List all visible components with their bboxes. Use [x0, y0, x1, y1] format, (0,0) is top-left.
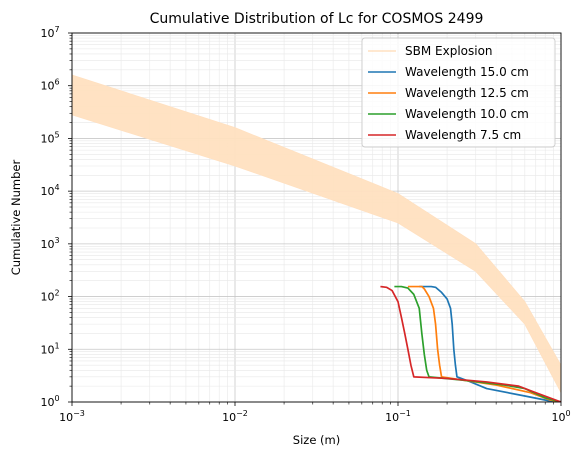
sbm-explosion-band [72, 74, 561, 393]
legend-entry-7-5cm: Wavelength 7.5 cm [368, 128, 521, 142]
y-tick-exp: 7 [54, 25, 59, 34]
y-tick-exp: 4 [54, 183, 59, 192]
y-tick-exp: 2 [54, 289, 59, 298]
y-tick-base: 10 [40, 343, 54, 356]
y-tick-label: 104 [40, 183, 59, 198]
legend-entry-sbm: SBM Explosion [368, 44, 493, 58]
y-tick-label: 106 [40, 78, 59, 93]
legend-label-15cm: Wavelength 15.0 cm [405, 65, 529, 79]
chart-title: Cumulative Distribution of Lc for COSMOS… [150, 11, 484, 27]
y-tick-base: 10 [40, 396, 54, 409]
legend-label-10cm: Wavelength 10.0 cm [405, 107, 529, 121]
y-tick-exp: 0 [54, 394, 59, 403]
y-tick-label: 102 [40, 289, 59, 304]
y-tick-label: 107 [40, 25, 59, 40]
legend-entry-15cm: Wavelength 15.0 cm [368, 65, 529, 79]
series-line-0 [419, 285, 561, 402]
legend-box [361, 37, 556, 148]
x-tick-base: 10 [385, 411, 399, 424]
x-tick-label: 10−3 [59, 409, 85, 424]
legend-label-12-5cm: Wavelength 12.5 cm [405, 86, 529, 100]
y-tick-base: 10 [40, 80, 54, 93]
y-tick-label: 105 [40, 130, 59, 145]
y-axis-label: Cumulative Number [9, 159, 23, 275]
y-tick-label: 100 [40, 394, 59, 409]
x-tick-exp: 0 [565, 409, 570, 418]
x-tick-base: 10 [551, 411, 565, 424]
x-tick-exp: −1 [399, 409, 411, 418]
x-tick-label: 100 [551, 409, 570, 424]
sbm-band [72, 74, 561, 393]
y-tick-label: 103 [40, 236, 59, 251]
legend-entry-12-5cm: Wavelength 12.5 cm [368, 86, 529, 100]
series-line-1 [407, 285, 561, 402]
legend: SBM Explosion Wavelength 15.0 cm Wavelen… [361, 37, 556, 148]
series-lines [380, 285, 561, 402]
legend-entry-10cm: Wavelength 10.0 cm [368, 107, 529, 121]
x-axis-label: Size (m) [293, 433, 340, 447]
legend-label-7-5cm: Wavelength 7.5 cm [405, 128, 521, 142]
y-tick-base: 10 [40, 291, 54, 304]
y-tick-base: 10 [40, 132, 54, 145]
y-tick-label: 101 [40, 341, 59, 356]
plot-frame [71, 32, 562, 403]
y-tick-exp: 1 [54, 341, 59, 350]
x-tick-exp: −2 [236, 409, 248, 418]
x-tick-base: 10 [222, 411, 236, 424]
legend-label-sbm: SBM Explosion [405, 44, 493, 58]
x-tick-exp: −3 [73, 409, 85, 418]
y-tick-base: 10 [40, 27, 54, 40]
x-tick-label: 10−2 [222, 409, 248, 424]
x-tick-base: 10 [59, 411, 73, 424]
y-tick-exp: 5 [54, 130, 59, 139]
y-tick-exp: 3 [54, 236, 59, 245]
y-tick-base: 10 [40, 238, 54, 251]
x-tick-label: 10−1 [385, 409, 411, 424]
y-tick-base: 10 [40, 185, 54, 198]
y-tick-exp: 6 [54, 78, 59, 87]
series-line-3 [380, 285, 561, 402]
